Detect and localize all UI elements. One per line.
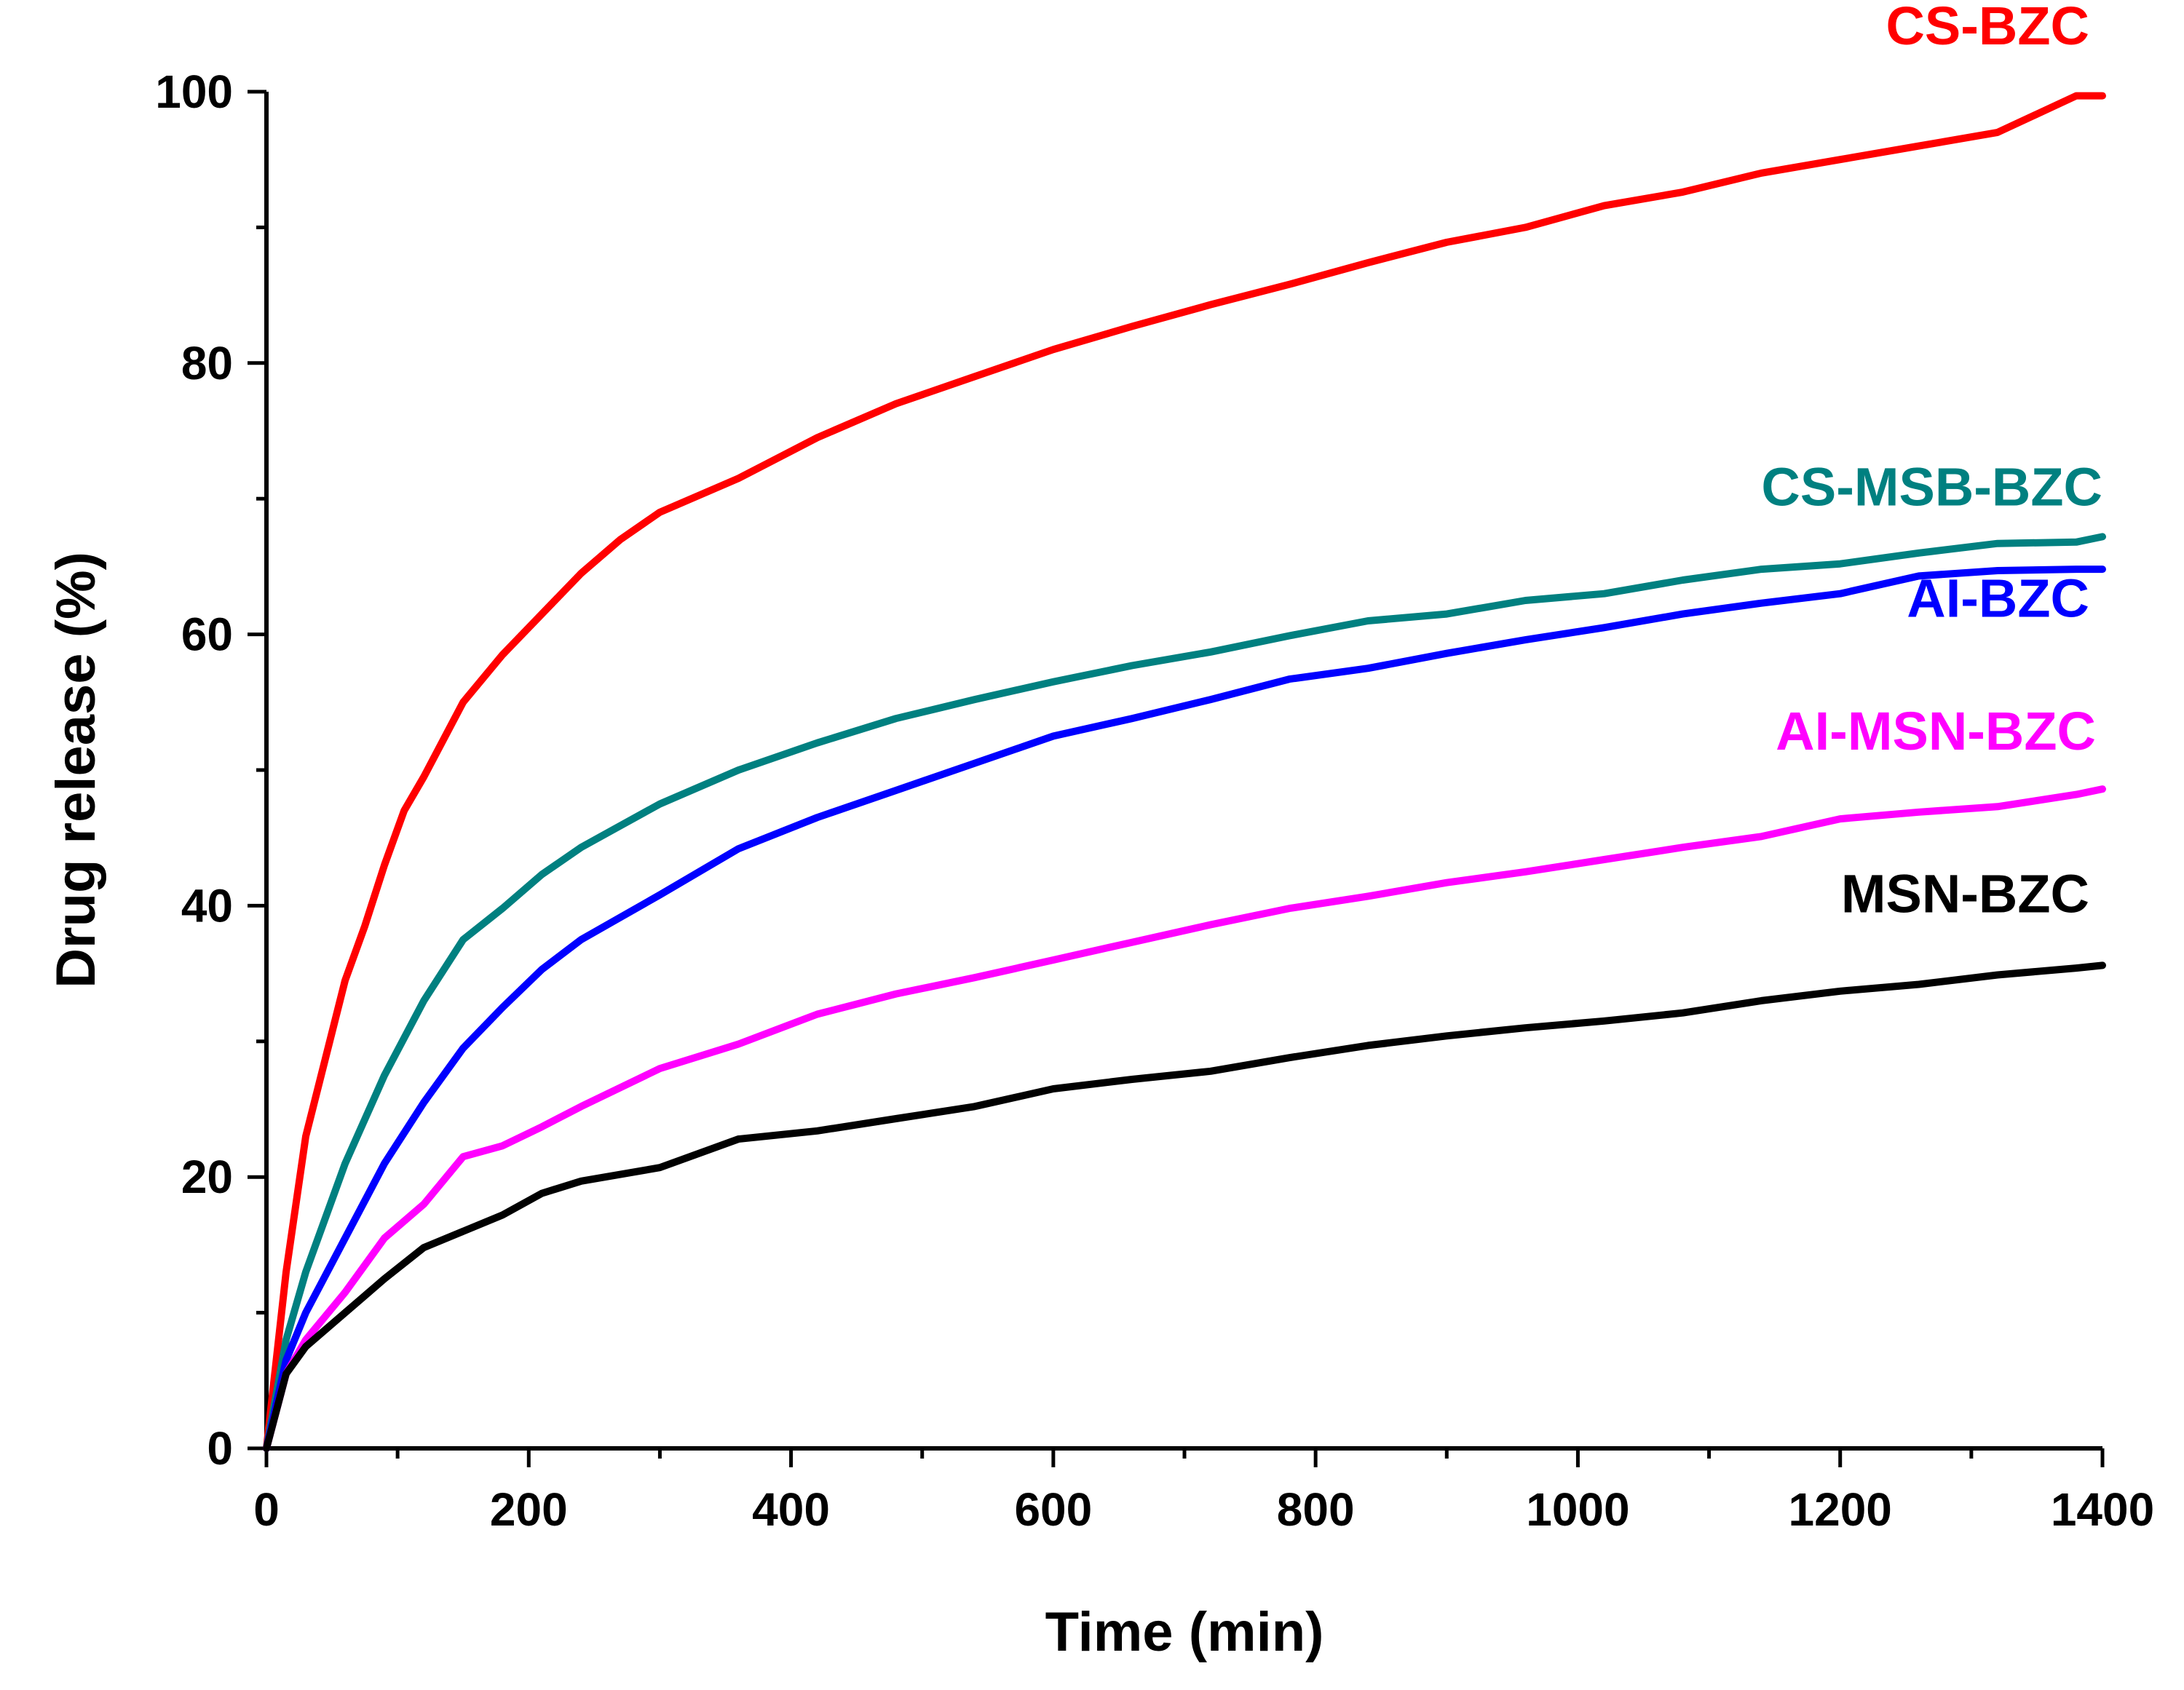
series-labels: CS-BZC CS-MSB-BZC AI-BZC AI-MSN-BZC MSN-BZC — [1761, 0, 2102, 924]
series-line-msn-bzc — [263, 961, 2106, 1452]
x-tick-label: 200 — [490, 1483, 568, 1536]
series-label-ai-bzc: AI-BZC — [1907, 568, 2089, 628]
series-lines — [263, 92, 2106, 1452]
x-tick-label: 1000 — [1526, 1483, 1629, 1536]
y-tick-label: 20 — [181, 1151, 233, 1203]
series-line-ai-msn-bzc — [263, 785, 2106, 1452]
series-label-msn-bzc: MSN-BZC — [1841, 864, 2089, 924]
y-tick-label: 60 — [181, 608, 233, 661]
x-tick-label: 400 — [752, 1483, 830, 1536]
x-tick-label: 1400 — [2051, 1483, 2154, 1536]
y-axis-title: Drug release (%) — [45, 552, 107, 988]
y-tick-label: 80 — [181, 337, 233, 389]
series-label-cs-msb-bzc: CS-MSB-BZC — [1761, 457, 2102, 517]
ticks: 0 200 400 600 800 1000 1200 1400 0 20 40 60 80 100 — [155, 66, 2154, 1536]
y-tick-label: 100 — [155, 66, 233, 118]
x-tick-label: 600 — [1014, 1483, 1092, 1536]
y-tick-label: 0 — [207, 1422, 233, 1475]
y-tick-label: 40 — [181, 879, 233, 932]
series-line-ai-bzc — [263, 566, 2106, 1452]
x-tick-label: 0 — [253, 1483, 280, 1536]
x-tick-label: 800 — [1277, 1483, 1355, 1536]
series-line-cs-msb-bzc — [263, 533, 2106, 1452]
x-tick-label: 1200 — [1789, 1483, 1892, 1536]
axes — [264, 92, 2102, 1451]
x-axis-title: Time (min) — [1045, 1601, 1324, 1663]
series-line-cs-bzc — [263, 92, 2106, 1452]
series-label-ai-msn-bzc: AI-MSN-BZC — [1776, 701, 2096, 761]
series-label-cs-bzc: CS-BZC — [1886, 0, 2089, 56]
